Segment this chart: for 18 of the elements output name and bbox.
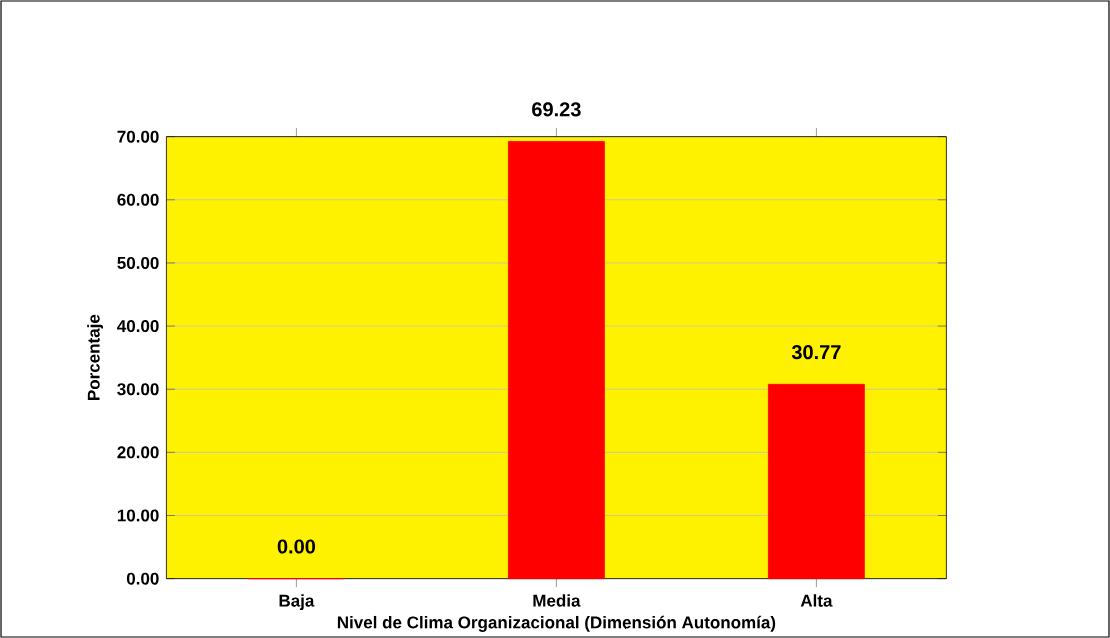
data-label: 0.00 (277, 539, 316, 554)
y-tick-label: 20.00 (117, 446, 159, 459)
x-tick-label: Media (533, 594, 581, 607)
y-tick-label: 10.00 (117, 509, 159, 522)
data-label: 30.77 (791, 345, 841, 360)
y-axis-title: Porcentaje (87, 314, 104, 400)
y-tick-label: 60.00 (117, 193, 159, 206)
y-tick-label: 70.00 (117, 130, 159, 143)
x-tick-label: Baja (279, 594, 315, 611)
data-label: 69.23 (532, 102, 581, 117)
x-tick-label: Alta (800, 594, 833, 607)
y-tick-label: 50.00 (117, 256, 159, 269)
x-axis-title: Nivel de Clima Organizacional (Dimensión Autonomía) (337, 615, 776, 632)
y-tick-label: 0.00 (126, 572, 159, 585)
bar (508, 141, 605, 580)
y-tick-label: 30.00 (117, 383, 159, 396)
bar (767, 383, 865, 580)
y-tick-label: 40.00 (117, 320, 159, 333)
